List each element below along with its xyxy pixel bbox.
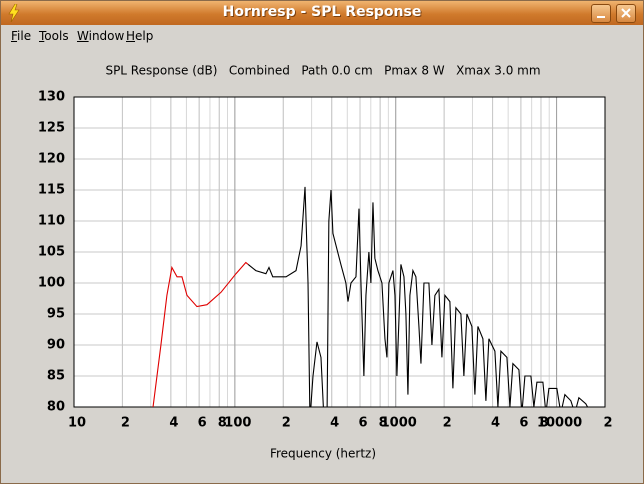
title-bar: Hornresp - SPL Response [1,1,643,25]
y-tick-label: 105 [38,245,65,260]
x-axis-label: Frequency (hertz) [270,447,376,461]
y-tick-label: 85 [47,369,65,384]
minimize-button[interactable] [591,4,611,23]
y-tick-label: 120 [38,152,65,167]
x-tick-label: 2 [443,416,452,431]
x-tick-label: 10000 [537,416,582,431]
y-tick-label: 130 [38,90,65,105]
x-tick-label: 2 [121,416,130,431]
x-tick-label: 2 [282,416,291,431]
window-title: Hornresp - SPL Response [222,4,422,20]
y-tick-label: 110 [38,214,65,229]
x-tick-label: 8 [539,416,548,431]
close-button[interactable] [616,4,636,23]
chart-title: SPL Response (dB) Combined Path 0.0 cm P… [105,64,540,78]
spl-curve [152,261,249,407]
x-tick-label: 4 [169,416,178,431]
x-tick-label: 8 [218,416,227,431]
app-icon [8,4,20,22]
x-tick-label: 6 [198,416,207,431]
spl-curve [247,186,589,407]
menu-help[interactable]: Help [126,29,154,43]
y-tick-label: 95 [47,307,65,322]
y-tick-label: 115 [38,183,65,198]
x-tick-label: 4 [330,416,339,431]
menu-tools[interactable]: Tools [39,29,69,43]
plot-frame [73,96,606,408]
x-tick-label: 10 [68,416,86,431]
x-tick-label: 1000 [381,416,417,431]
x-tick-label: 100 [224,416,251,431]
x-tick-label: 6 [359,416,368,431]
x-tick-label: 8 [379,416,388,431]
y-tick-label: 80 [47,400,65,415]
menu-window[interactable]: Window [77,29,125,43]
plot-lines [152,186,589,407]
y-tick-label: 90 [47,338,65,353]
x-tick-label: 4 [491,416,500,431]
x-tick-label: 2 [603,416,612,431]
menu-file[interactable]: File [11,29,32,43]
y-tick-label: 100 [38,276,65,291]
y-tick-label: 125 [38,121,65,136]
x-tick-label: 6 [519,416,528,431]
